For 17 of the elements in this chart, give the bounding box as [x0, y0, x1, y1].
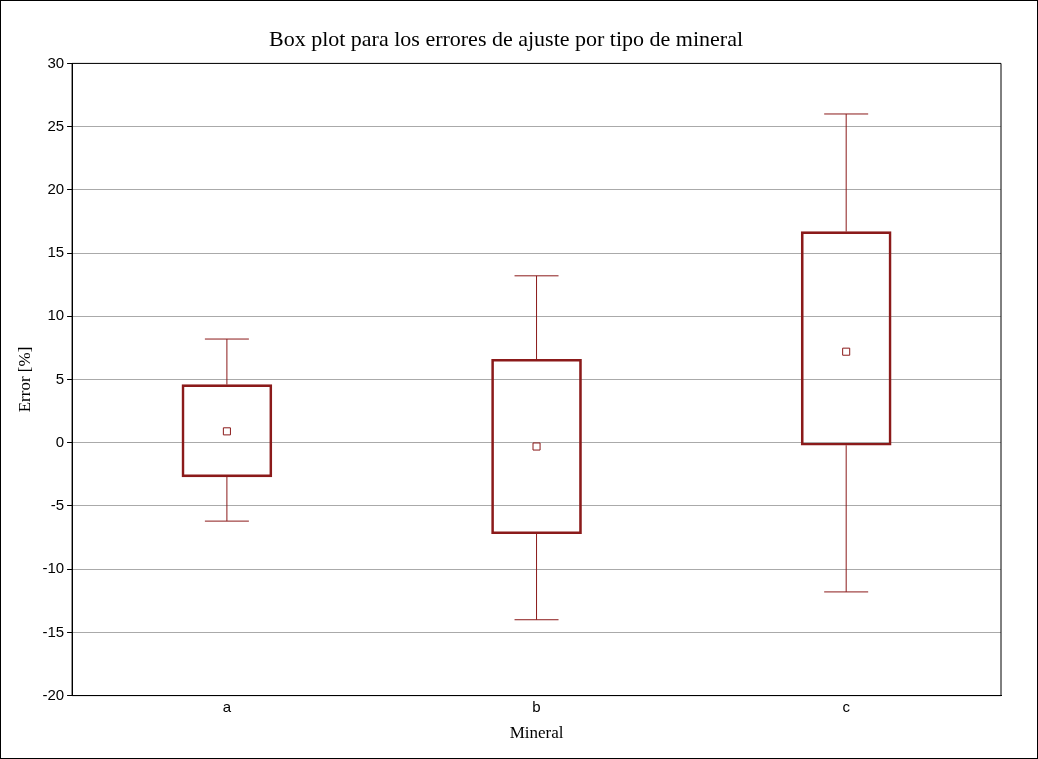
y-tick-label: -15 — [42, 622, 65, 640]
y-tick-label: 10 — [47, 306, 65, 324]
chart-title: Box plot para los errores de ajuste por tipo de mineral — [268, 25, 744, 51]
y-axis-title: Error [%] — [14, 346, 34, 413]
y-tick-label: -5 — [50, 496, 65, 514]
y-tick-label: -20 — [42, 685, 65, 703]
y-tick-label: -10 — [42, 559, 65, 577]
x-axis-title: Mineral — [509, 723, 564, 743]
y-tick-label: 25 — [47, 116, 65, 134]
x-tick-label: a — [222, 697, 232, 715]
y-tick-label: 5 — [55, 369, 65, 387]
x-tick-label: c — [842, 697, 851, 715]
y-tick-label: 20 — [47, 179, 65, 197]
x-tick-label: b — [532, 697, 541, 715]
y-tick-label: 15 — [47, 243, 65, 261]
y-tick-label: 0 — [55, 432, 65, 450]
y-tick-label: 30 — [47, 53, 65, 71]
